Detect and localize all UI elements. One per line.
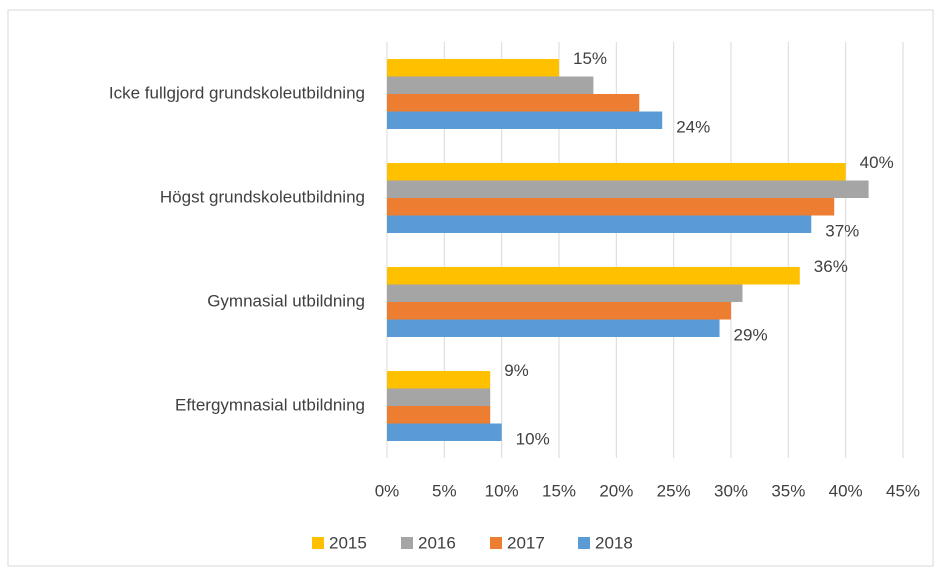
data-label: 37% — [825, 222, 859, 241]
legend-label: 2018 — [595, 533, 633, 552]
bar — [387, 423, 502, 441]
bar — [387, 111, 663, 129]
x-tick-label: 40% — [829, 481, 863, 500]
x-tick-label: 10% — [485, 481, 519, 500]
data-label: 9% — [504, 361, 529, 380]
bar — [387, 198, 835, 216]
bar — [387, 371, 491, 389]
bar — [387, 180, 869, 198]
bar — [387, 319, 720, 337]
data-label: 24% — [676, 118, 710, 137]
bar — [387, 267, 800, 285]
x-tick-label: 35% — [771, 481, 805, 500]
data-label: 29% — [734, 326, 768, 345]
data-label: 40% — [860, 153, 894, 172]
bar — [387, 76, 594, 94]
legend-swatch — [312, 537, 324, 549]
bar — [387, 163, 846, 181]
bar — [387, 284, 743, 302]
y-tick-label: Gymnasial utbildning — [207, 291, 365, 310]
legend-label: 2016 — [418, 533, 456, 552]
x-tick-label: 0% — [375, 481, 400, 500]
bar — [387, 406, 491, 424]
legend-label: 2017 — [507, 533, 545, 552]
legend-label: 2015 — [329, 533, 367, 552]
x-tick-label: 25% — [657, 481, 691, 500]
x-tick-label: 5% — [432, 481, 457, 500]
legend-swatch — [578, 537, 590, 549]
x-tick-label: 30% — [714, 481, 748, 500]
y-tick-label: Icke fullgjord grundskoleutbildning — [109, 83, 365, 102]
data-label: 10% — [516, 430, 550, 449]
data-label: 15% — [573, 49, 607, 68]
data-label: 36% — [814, 257, 848, 276]
bar — [387, 388, 491, 406]
bar — [387, 94, 640, 112]
x-tick-label: 45% — [886, 481, 920, 500]
y-tick-label: Högst grundskoleutbildning — [160, 187, 365, 206]
y-tick-label: Eftergymnasial utbildning — [175, 395, 365, 414]
bar — [387, 215, 812, 233]
legend-swatch — [490, 537, 502, 549]
x-tick-label: 20% — [599, 481, 633, 500]
bar — [387, 302, 731, 320]
legend-swatch — [401, 537, 413, 549]
x-tick-label: 15% — [542, 481, 576, 500]
bar — [387, 59, 559, 77]
